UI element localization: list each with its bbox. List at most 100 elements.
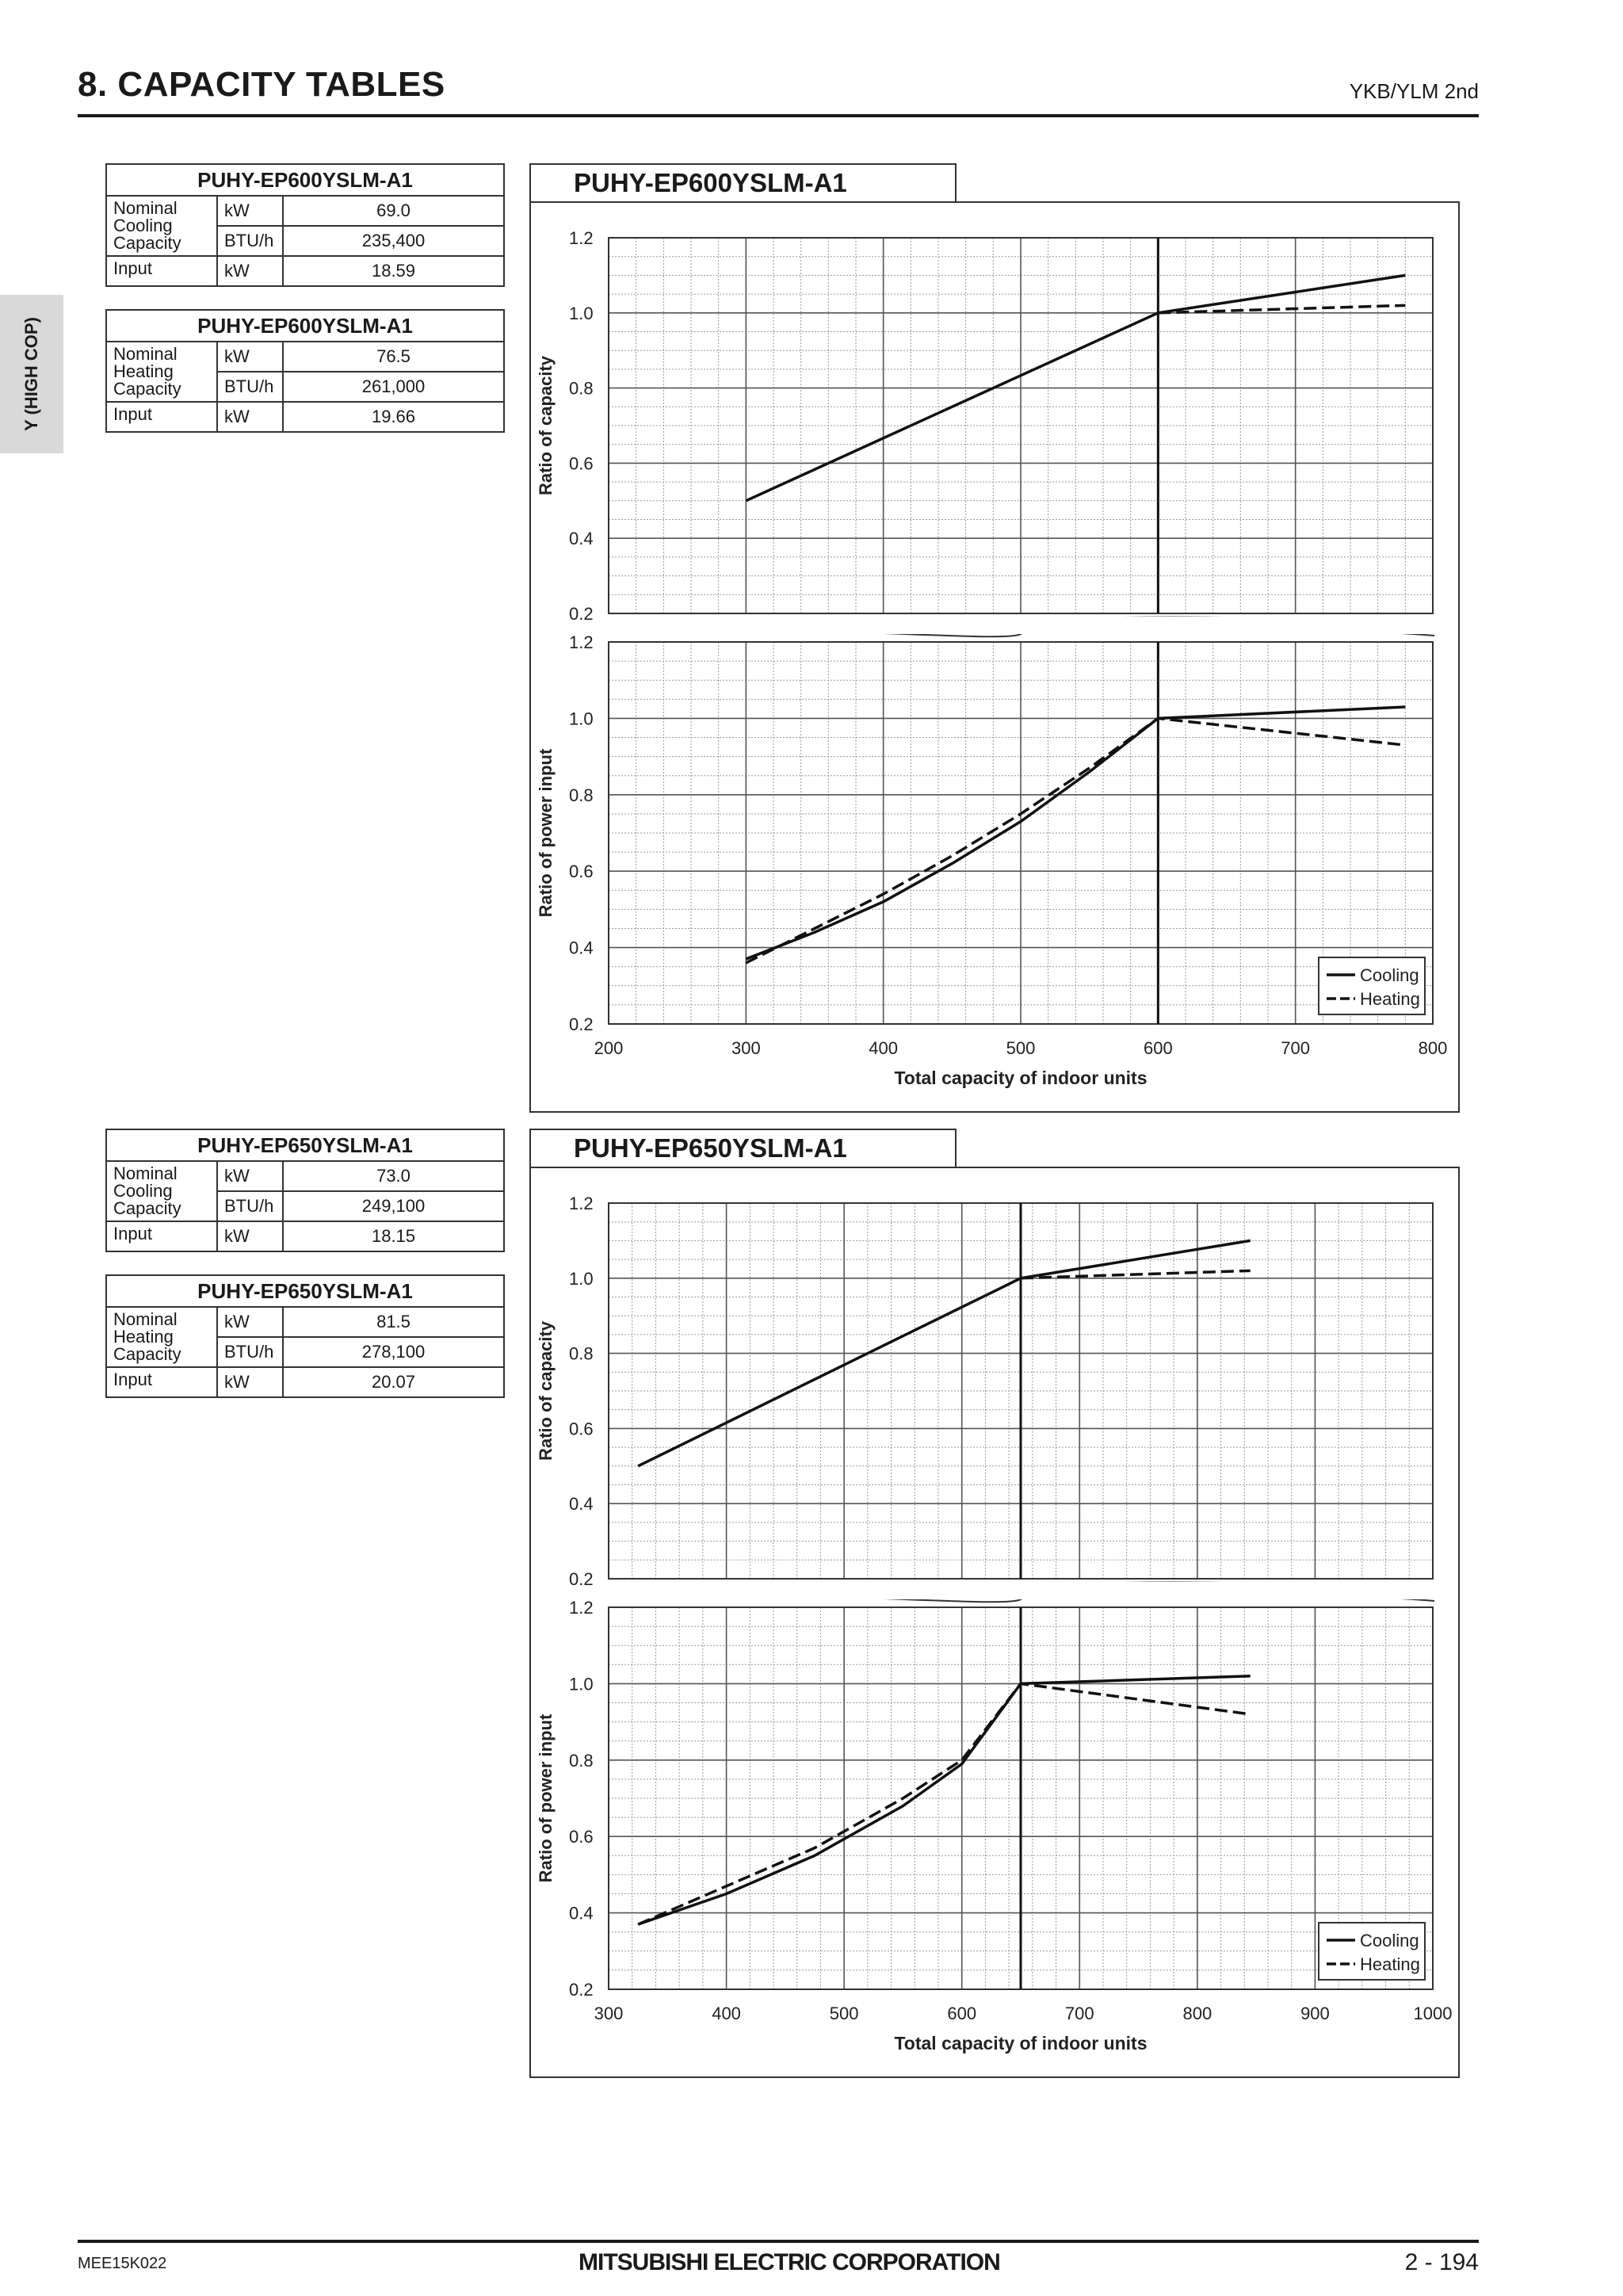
table-label: Nominal Heating Capacity bbox=[105, 1306, 218, 1368]
y-axis-label: Ratio of power input bbox=[536, 1713, 556, 1882]
table-value: 235,400 bbox=[282, 225, 505, 257]
x-tick-label: 800 bbox=[1182, 2004, 1212, 2023]
side-tab: Y (HIGH COP) bbox=[0, 295, 63, 453]
page-number: 2 - 194 bbox=[1404, 2249, 1479, 2275]
table-value: 81.5 bbox=[282, 1306, 505, 1338]
heating-series-line bbox=[637, 1682, 1251, 1926]
x-tick-label: 600 bbox=[947, 2004, 976, 2023]
y-tick-label: 0.6 bbox=[569, 453, 594, 473]
table-value: 18.59 bbox=[282, 255, 505, 287]
header-rule bbox=[78, 114, 1479, 117]
table-model: PUHY-EP600YSLM-A1 bbox=[105, 309, 505, 342]
table-unit: kW bbox=[216, 401, 284, 433]
table-unit: kW bbox=[216, 1160, 284, 1192]
table-unit: kW bbox=[216, 1306, 284, 1338]
table-unit: kW bbox=[216, 255, 284, 287]
legend-box bbox=[1318, 957, 1426, 1015]
x-axis-label: Total capacity of indoor units bbox=[894, 1068, 1147, 1088]
power-input-panel: 1.2 1.0 0.8 0.6 0.4 0.2 Ratio of power input bbox=[536, 632, 1434, 1034]
x-tick-label: 300 bbox=[594, 2004, 624, 2023]
y-tick-label: 0.2 bbox=[569, 604, 594, 624]
x-tick-label: 700 bbox=[1281, 1038, 1310, 1058]
capacity-panel: 1.2 1.0 0.8 0.6 0.4 0.2 Ratio of capacity bbox=[536, 228, 1434, 624]
capacity-panel: 1.2 1.0 0.8 0.6 0.4 0.2 Ratio of capacity bbox=[536, 1194, 1434, 1589]
table-value: 69.0 bbox=[282, 195, 505, 227]
table-label: Input bbox=[105, 255, 218, 287]
y-tick-label: 1.2 bbox=[569, 632, 594, 652]
chart-title-tab: PUHY-EP600YSLM-A1 bbox=[529, 163, 957, 201]
x-tick-label: 600 bbox=[1144, 1038, 1173, 1058]
x-tick-label: 900 bbox=[1300, 2004, 1330, 2023]
doc-code: MEE15K022 bbox=[78, 2255, 167, 2272]
y-tick-label: 1.0 bbox=[569, 709, 594, 728]
y-tick-label: 0.8 bbox=[569, 379, 594, 399]
table-value: 19.66 bbox=[282, 401, 505, 433]
y-axis-label: Ratio of power input bbox=[536, 748, 556, 917]
table-label: Nominal Heating Capacity bbox=[105, 341, 218, 403]
heating-series-line bbox=[1158, 304, 1406, 315]
table-label: Input bbox=[105, 1221, 218, 1252]
table-unit: BTU/h bbox=[216, 225, 284, 257]
table-unit: kW bbox=[216, 195, 284, 227]
spec-table-heating-650: PUHY-EP650YSLM-A1 Nominal Heating Capaci… bbox=[105, 1274, 505, 1398]
table-model: PUHY-EP650YSLM-A1 bbox=[105, 1129, 505, 1162]
table-unit: BTU/h bbox=[216, 1336, 284, 1368]
table-model: PUHY-EP600YSLM-A1 bbox=[105, 163, 505, 197]
heating-series-line bbox=[745, 716, 1406, 965]
table-label: Nominal Cooling Capacity bbox=[105, 1160, 218, 1222]
table-label: Input bbox=[105, 401, 218, 433]
footer-rule bbox=[78, 2240, 1479, 2243]
table-unit: kW bbox=[216, 1366, 284, 1398]
cooling-series-line bbox=[745, 273, 1406, 502]
page-title: 8. CAPACITY TABLES bbox=[78, 65, 445, 104]
axis-break-mask bbox=[607, 1582, 1434, 1599]
table-value: 261,000 bbox=[282, 371, 505, 403]
y-tick-label: 1.0 bbox=[569, 1269, 594, 1289]
y-tick-label: 0.8 bbox=[569, 1751, 594, 1771]
side-tab-label: Y (HIGH COP) bbox=[21, 317, 41, 431]
chart-title-tab: PUHY-EP650YSLM-A1 bbox=[529, 1129, 957, 1167]
table-value: 249,100 bbox=[282, 1190, 505, 1222]
chart-frame bbox=[529, 201, 1460, 1113]
table-unit: kW bbox=[216, 1221, 284, 1252]
table-value: 278,100 bbox=[282, 1336, 505, 1368]
axis-break-mask bbox=[607, 617, 1434, 634]
heating-series-line bbox=[1020, 1269, 1251, 1280]
y-tick-label: 0.6 bbox=[569, 1827, 594, 1847]
legend-box bbox=[1318, 1922, 1426, 1981]
x-tick-label: 400 bbox=[712, 2004, 741, 2023]
chart-title: PUHY-EP600YSLM-A1 bbox=[574, 168, 847, 197]
y-tick-label: 1.2 bbox=[569, 228, 594, 248]
legend-heating-label: Heating bbox=[1360, 1954, 1420, 1974]
legend-cooling-label: Cooling bbox=[1360, 965, 1419, 985]
table-model: PUHY-EP650YSLM-A1 bbox=[105, 1274, 505, 1308]
table-label: Nominal Cooling Capacity bbox=[105, 195, 218, 257]
power-input-panel: 1.2 1.0 0.8 0.6 0.4 0.2 Ratio of power input bbox=[536, 1598, 1434, 2000]
cooling-series-line bbox=[637, 1675, 1251, 1926]
x-tick-label: 400 bbox=[869, 1038, 898, 1058]
y-tick-label: 1.2 bbox=[569, 1598, 594, 1618]
plot-border bbox=[608, 237, 1434, 614]
x-tick-label: 500 bbox=[830, 2004, 859, 2023]
company-name: MITSUBISHI ELECTRIC CORPORATION bbox=[579, 2249, 1001, 2275]
x-tick-label: 1000 bbox=[1414, 2004, 1453, 2023]
table-value: 18.15 bbox=[282, 1221, 505, 1252]
page-subtitle: YKB/YLM 2nd bbox=[1349, 79, 1479, 103]
legend-heating-label: Heating bbox=[1360, 989, 1420, 1009]
y-tick-label: 0.8 bbox=[569, 1344, 594, 1364]
y-tick-label: 0.2 bbox=[569, 1980, 594, 2000]
spec-table-cooling-600: PUHY-EP600YSLM-A1 Nominal Cooling Capaci… bbox=[105, 163, 505, 287]
y-tick-label: 0.6 bbox=[569, 1419, 594, 1438]
y-tick-label: 0.2 bbox=[569, 1014, 594, 1034]
legend-cooling-label: Cooling bbox=[1360, 1931, 1419, 1950]
chart-title: PUHY-EP650YSLM-A1 bbox=[574, 1133, 847, 1163]
y-tick-label: 0.6 bbox=[569, 861, 594, 881]
table-value: 76.5 bbox=[282, 341, 505, 372]
y-tick-label: 0.4 bbox=[569, 938, 594, 958]
y-tick-label: 1.0 bbox=[569, 1674, 594, 1694]
spec-table-cooling-650: PUHY-EP650YSLM-A1 Nominal Cooling Capaci… bbox=[105, 1129, 505, 1252]
y-axis-label: Ratio of capacity bbox=[536, 1320, 556, 1461]
x-axis-label: Total capacity of indoor units bbox=[894, 2033, 1147, 2053]
